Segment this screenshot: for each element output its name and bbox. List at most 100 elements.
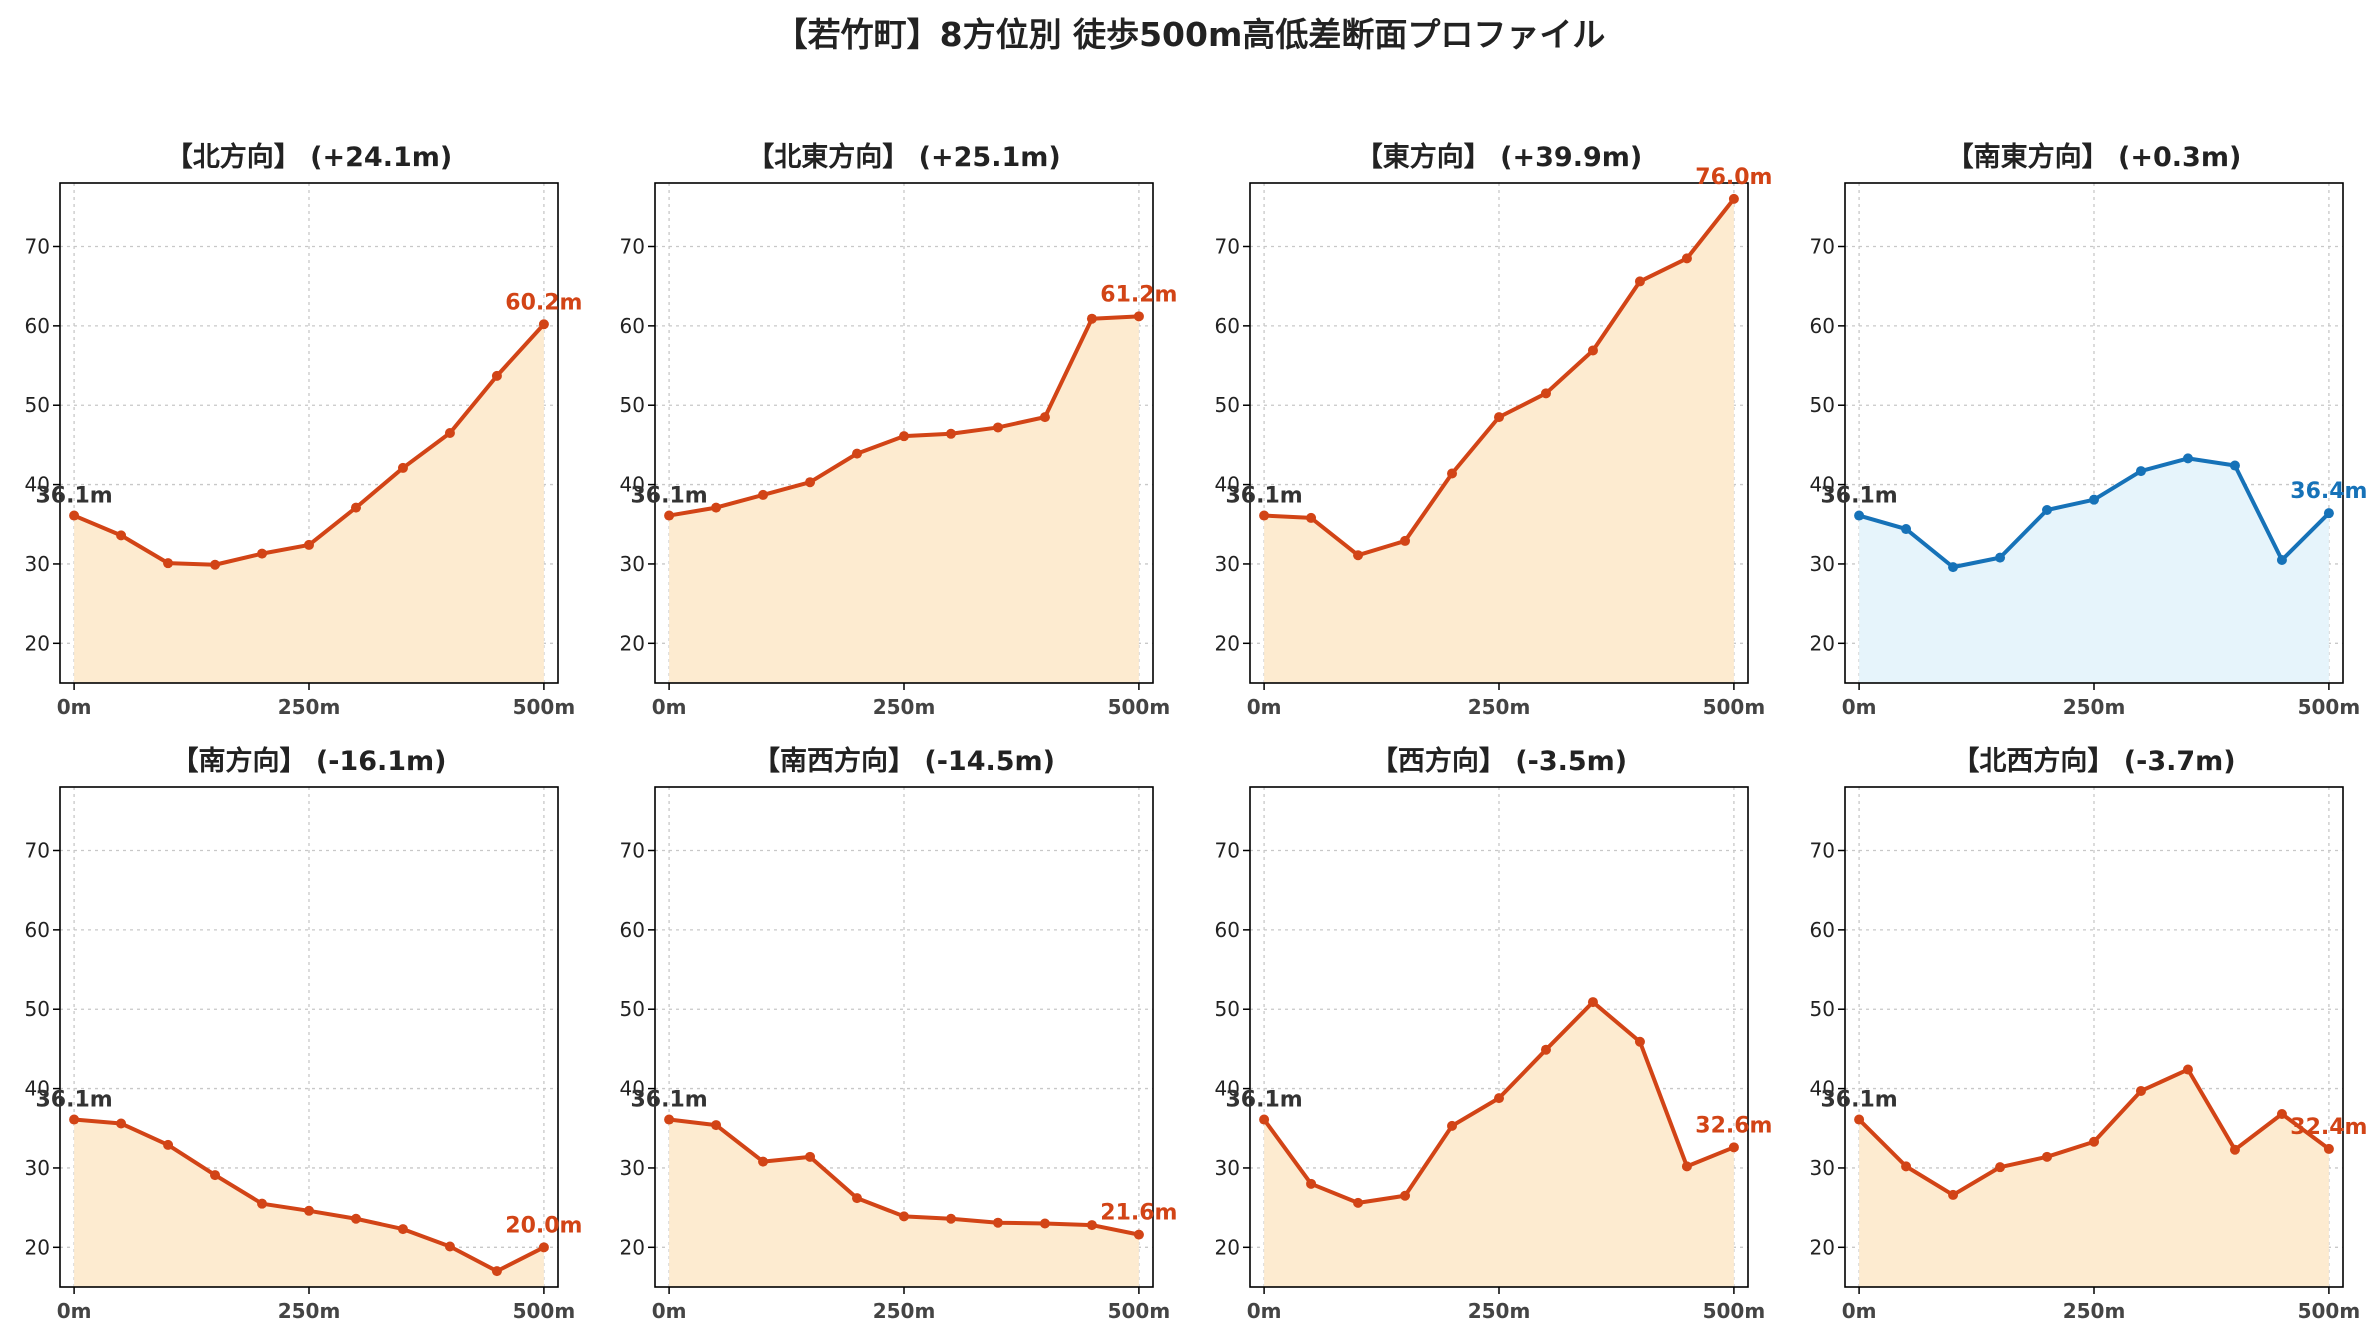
start-elevation-label: 36.1m [1225,1088,1302,1113]
data-point [758,1156,769,1167]
x-tick-label: 500m [2298,1299,2361,1323]
area-fill [1859,1069,2329,1287]
x-tick-label: 500m [513,695,576,719]
chart-panel: 【南西方向】 (-14.5m) 20 30 40 50 60 70 0m 250m 500m 36.… [620,745,1178,1323]
chart-panel: 【西方向】 (-3.5m) 20 30 40 50 60 70 0m 250m 500m 36.1m… [1215,745,1773,1323]
area-fill [74,324,544,683]
data-point [2089,1136,2099,1147]
y-tick-label: 50 [620,393,645,417]
y-tick-label: 60 [1810,918,1835,942]
end-elevation-label: 32.6m [1695,1113,1772,1138]
start-elevation-label: 36.1m [35,484,112,509]
y-tick-label: 30 [1810,1156,1835,1180]
area-fill [1264,1002,1734,1287]
data-point [491,370,502,381]
x-tick-label: 0m [652,695,687,719]
data-point [2276,1108,2287,1119]
data-point [1447,1120,1458,1131]
x-tick-label: 500m [1703,1299,1766,1323]
x-tick-label: 500m [2298,695,2361,719]
data-point [945,1213,956,1224]
data-point [2323,1143,2334,1154]
start-elevation-label: 36.1m [1225,484,1302,509]
data-point [805,477,816,488]
data-point [1086,313,1097,324]
chart-title: 【東方向】 (+39.9m) [1356,141,1642,173]
start-elevation-label: 36.1m [630,1088,707,1113]
data-point [1259,1114,1270,1125]
data-point [1995,1162,2006,1173]
chart-title: 【南東方向】 (+0.3m) [1947,141,2242,173]
y-tick-label: 40 [620,1077,645,1101]
x-tick-label: 0m [57,695,92,719]
data-point [711,502,722,513]
y-tick-label: 40 [25,1077,50,1101]
data-point [257,1198,268,1209]
data-point [2276,554,2287,565]
x-tick-label: 500m [1108,1299,1171,1323]
y-tick-label: 20 [1810,1235,1835,1259]
data-point [163,558,174,569]
data-point [1039,1218,1050,1229]
data-point [1728,1142,1739,1153]
chart-title: 【北方向】 (+24.1m) [166,141,452,173]
x-tick-label: 250m [2063,695,2126,719]
data-point [1494,412,1504,423]
y-tick-label: 40 [1810,1077,1835,1101]
data-point [1540,1044,1551,1055]
y-tick-label: 50 [620,997,645,1021]
data-point [69,1114,80,1125]
data-point [1587,997,1598,1008]
y-tick-label: 70 [25,838,50,862]
x-tick-label: 0m [1842,1299,1877,1323]
data-point [758,489,769,500]
data-point [163,1139,174,1150]
start-elevation-label: 36.1m [630,484,707,509]
x-tick-label: 500m [1703,695,1766,719]
area-fill [1859,458,2329,683]
y-tick-label: 20 [1810,631,1835,655]
data-point [444,1241,455,1252]
data-point [210,1170,221,1181]
data-point [116,1118,127,1129]
data-point [1353,1197,1364,1208]
y-tick-label: 40 [1810,473,1835,497]
data-point [1086,1220,1097,1231]
data-point [1995,552,2006,563]
y-tick-label: 70 [620,234,645,258]
y-tick-label: 30 [620,552,645,576]
data-point [2042,1151,2053,1162]
area-fill [669,316,1139,683]
data-point [2135,1085,2146,1096]
chart-panel: 【北方向】 (+24.1m) 20 30 40 50 60 70 0m 250m 500m 36.1… [25,141,583,719]
y-tick-label: 70 [1810,234,1835,258]
data-point [1133,311,1144,322]
chart-panel: 【北西方向】 (-3.7m) 20 30 40 50 60 70 0m 250m 500m 36.1… [1810,745,2368,1323]
y-tick-label: 70 [620,838,645,862]
y-tick-label: 40 [25,473,50,497]
figure-title: 【若竹町】8方位別 徒歩500m高低差断面プロファイル [774,15,1606,54]
y-tick-label: 30 [25,552,50,576]
data-point [1133,1229,1144,1240]
y-tick-label: 20 [1215,1235,1240,1259]
y-tick-label: 60 [25,918,50,942]
chart-title: 【西方向】 (-3.5m) [1371,745,1627,777]
y-tick-label: 20 [1215,631,1240,655]
data-point [491,1266,502,1277]
data-point [2229,460,2240,471]
chart-panel: 【南東方向】 (+0.3m) 20 30 40 50 60 70 0m 250m 500m 36.1… [1810,141,2368,719]
data-point [2182,1064,2193,1075]
end-elevation-label: 61.2m [1100,282,1177,307]
chart-panel: 【東方向】 (+39.9m) 20 30 40 50 60 70 0m 250m 500m 36.1… [1215,141,1773,719]
data-point [1306,512,1317,523]
end-elevation-label: 21.6m [1100,1201,1177,1226]
data-point [2323,508,2334,519]
y-tick-label: 40 [1215,473,1240,497]
y-tick-label: 60 [1215,314,1240,338]
y-tick-label: 50 [1810,997,1835,1021]
data-point [350,502,361,513]
x-tick-label: 250m [278,695,341,719]
data-point [899,431,909,442]
x-tick-label: 0m [1247,695,1282,719]
y-tick-label: 20 [25,1235,50,1259]
